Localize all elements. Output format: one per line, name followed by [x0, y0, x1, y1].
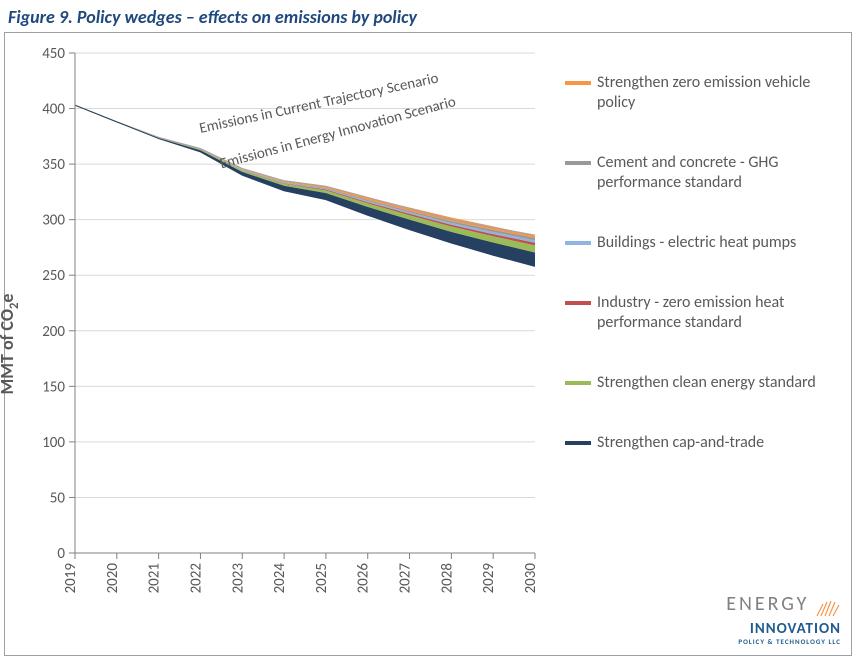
legend-label: Industry - zero emission heat performanc…	[597, 293, 841, 333]
logo-subline: POLICY & TECHNOLOGY LLC	[726, 638, 841, 645]
figure-title: Figure 9. Policy wedges – effects on emi…	[0, 0, 859, 32]
svg-text:2019: 2019	[62, 563, 80, 594]
legend-label: Strengthen zero emission vehicle policy	[597, 73, 841, 113]
wedge-Strengthen clean energy standard	[75, 105, 535, 252]
svg-text:2030: 2030	[522, 563, 540, 594]
svg-text:350: 350	[42, 156, 65, 174]
legend-swatch	[565, 301, 591, 305]
svg-text:150: 150	[42, 378, 65, 396]
legend-item: Strengthen zero emission vehicle policy	[565, 73, 841, 113]
legend-swatch	[565, 381, 591, 385]
svg-text:2029: 2029	[480, 563, 498, 594]
svg-text:200: 200	[42, 323, 65, 341]
svg-text:2020: 2020	[104, 563, 122, 594]
svg-text:2021: 2021	[146, 563, 164, 593]
legend-label: Strengthen cap-and-trade	[597, 433, 764, 453]
svg-text:2025: 2025	[313, 563, 331, 593]
figure-container: Figure 9. Policy wedges – effects on emi…	[0, 0, 859, 656]
legend-item: Buildings - electric heat pumps	[565, 233, 841, 253]
svg-text:2027: 2027	[397, 563, 415, 594]
wedge-Strengthen zero emission vehicle policy	[75, 105, 535, 238]
legend: Strengthen zero emission vehicle policy C…	[565, 33, 851, 655]
legend-item: Cement and concrete - GHG performance st…	[565, 153, 841, 193]
svg-text:2023: 2023	[229, 563, 247, 594]
legend-label: Cement and concrete - GHG performance st…	[597, 153, 841, 193]
logo-rays-icon	[813, 594, 841, 622]
svg-text:400: 400	[42, 101, 65, 119]
legend-swatch	[565, 81, 591, 85]
logo-line-2: INNOVATION	[726, 622, 841, 637]
svg-text:2024: 2024	[271, 563, 289, 594]
energy-innovation-logo: ENERGY INNOVATION POLICY & TECHNOLOGY LL…	[726, 594, 841, 645]
y-axis-label: MMT of CO2e	[0, 294, 22, 395]
svg-text:2026: 2026	[355, 563, 373, 594]
legend-label: Buildings - electric heat pumps	[597, 233, 796, 253]
legend-swatch	[565, 241, 591, 245]
svg-text:250: 250	[42, 267, 65, 285]
svg-text:100: 100	[42, 434, 65, 452]
legend-item: Strengthen clean energy standard	[565, 373, 841, 393]
svg-text:50: 50	[50, 489, 66, 507]
legend-item: Strengthen cap-and-trade	[565, 433, 841, 453]
legend-label: Strengthen clean energy standard	[597, 373, 816, 393]
chart-area: MMT of CO2e 0501001502002503003504004502…	[5, 33, 565, 655]
logo-line-1: ENERGY	[726, 592, 809, 616]
svg-text:2022: 2022	[187, 563, 205, 593]
legend-swatch	[565, 441, 591, 445]
legend-item: Industry - zero emission heat performanc…	[565, 293, 841, 333]
figure-panel: MMT of CO2e 0501001502002503003504004502…	[4, 32, 852, 656]
svg-text:Emissions in Current Trajector: Emissions in Current Trajectory Scenario	[198, 70, 440, 138]
wedge-chart-svg: 0 50 100 150 200 250 300 350 400 450 2019 2020 2021 2…	[5, 33, 565, 653]
svg-text:0: 0	[57, 545, 65, 563]
legend-swatch	[565, 161, 591, 165]
svg-text:300: 300	[42, 212, 65, 230]
svg-text:2028: 2028	[438, 563, 456, 593]
svg-text:450: 450	[42, 45, 65, 63]
